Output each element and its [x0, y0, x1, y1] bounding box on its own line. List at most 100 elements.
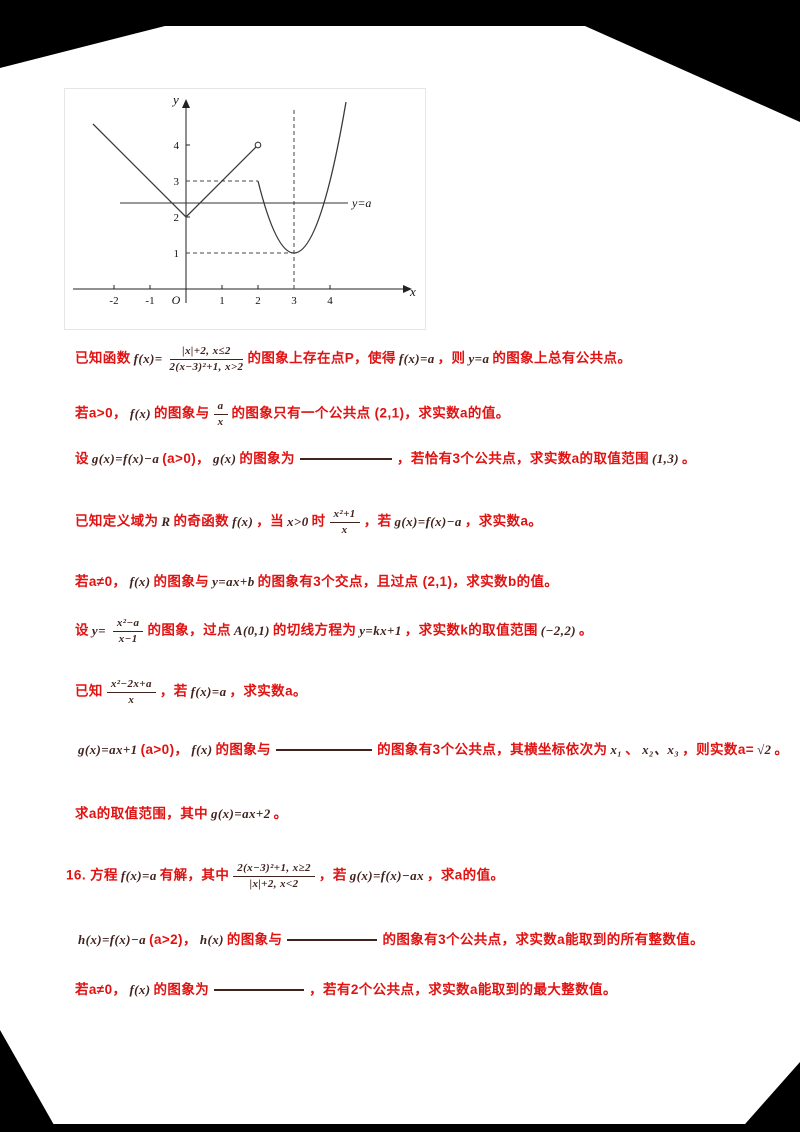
origin-label: O: [172, 293, 181, 307]
text-run: ，求实数a。: [229, 683, 307, 699]
inline-formula: f(x)=: [133, 350, 163, 366]
inline-fraction: x²−2x+a x: [106, 678, 156, 706]
x-tick-label: -1: [145, 295, 154, 307]
text-run: 若a>0，: [75, 405, 127, 421]
line-y-equals-a-label: y=a: [351, 196, 371, 210]
text-run: ，当: [256, 513, 284, 529]
problem-line-3: 设 g(x)=f(x)−a (a>0)， g(x) 的图象为 ，若恰有3个公共点，求实数a…: [75, 447, 696, 467]
text-run: 。: [774, 742, 789, 757]
inline-formula: (1,3): [652, 451, 679, 466]
text-run: 的图象，过点: [147, 622, 231, 638]
text-run: (a>2)，: [149, 932, 197, 947]
inline-formula: y=ax+b: [212, 574, 255, 589]
formula-rule: [299, 458, 392, 460]
inline-formula: g(x)=ax+2: [211, 806, 271, 821]
text-run: 的图象上存在点P，使得: [247, 350, 396, 366]
text-run: 。: [273, 806, 288, 821]
inline-formula: x₁: [610, 742, 623, 757]
text-run: 。: [578, 622, 593, 638]
text-run: 的奇函数: [173, 513, 230, 529]
problem-line-4: 已知定义域为 R 的奇函数 f(x) ，当 x>0 时 x²+1 x ，若 g(x)=f(x)−a，…: [75, 508, 542, 536]
curve-parabola-branch: [257, 101, 347, 254]
inline-fraction: |x|+2, x≤2 2(x−3)²+1, x>2: [169, 345, 244, 373]
inline-formula: g(x): [213, 451, 237, 466]
inline-formula: f(x): [129, 574, 151, 589]
problem-line-10: 16. 方程 f(x)=a 有解，其中 2(x−3)²+1, x≥2 |x|+2, x<…: [66, 862, 504, 890]
inline-formula: A(0,1): [233, 622, 270, 638]
problem-line-7: 已知 x²−2x+a x ，若 f(x)=a ，求实数a。: [75, 678, 307, 706]
text-run: ，若: [159, 683, 188, 699]
inline-formula: y=: [91, 622, 106, 638]
formula-rule: [214, 989, 305, 991]
inline-formula: h(x): [199, 932, 224, 947]
text-run: 已知定义域为: [75, 513, 159, 529]
inline-formula: x₂、x₃: [642, 742, 680, 757]
inline-formula: f(x): [191, 742, 213, 757]
inline-formula: f(x)=a: [120, 867, 157, 883]
inline-formula: h(x)=f(x)−a: [78, 932, 147, 947]
text-run: 设: [75, 451, 89, 466]
text-run: ，若恰有3个公共点，求实数a的取值范围: [396, 451, 650, 466]
text-run: 若a≠0，: [75, 574, 127, 589]
inline-formula: f(x): [232, 513, 254, 529]
text-run: 的图象为: [239, 451, 295, 466]
problem-line-12: 若a≠0， f(x) 的图象为 ，若有2个公共点，求实数a能取到的最大整数值。: [75, 978, 617, 998]
x-tick-label: 4: [327, 295, 333, 307]
inline-formula: g(x)=f(x)−a: [91, 451, 160, 466]
inline-formula: y=kx+1: [359, 622, 402, 638]
text-run: 16. 方程: [66, 867, 118, 883]
text-run: 、: [625, 742, 640, 757]
text-run: 的图象有3个公共点，其横坐标依次为: [377, 742, 608, 757]
problem-line-2: 若a>0， f(x) 的图象与 a x 的图象只有一个公共点 (2,1)，求实数a的值。: [75, 400, 510, 428]
inline-fraction: x²−a x−1: [112, 617, 144, 645]
inline-formula: f(x): [129, 982, 151, 997]
x-axis-arrow-icon: [403, 285, 412, 293]
inline-formula: f(x)=a: [398, 350, 435, 366]
text-run: 的图象与: [226, 932, 283, 947]
y-tick-label: 4: [174, 140, 180, 152]
x-tick-label: -2: [109, 295, 118, 307]
text-run: 的图象上总有公共点。: [492, 350, 632, 366]
text-run: ，则实数a=: [682, 742, 755, 757]
text-run: ，求实数k的取值范围: [404, 622, 538, 638]
x-tick-label: 1: [219, 295, 225, 307]
text-run: ，若: [363, 513, 392, 529]
inline-formula: f(x): [129, 405, 151, 421]
text-run: ，求a的值。: [426, 867, 505, 883]
text-run: ，求实数a。: [464, 513, 543, 529]
inline-formula: R: [161, 513, 171, 529]
text-run: 若a≠0，: [75, 982, 127, 997]
text-run: 已知函数: [75, 350, 131, 366]
inline-formula: √2: [757, 742, 772, 757]
text-run: 的图象有3个交点，且过点 (2,1)，求实数b的值。: [257, 574, 559, 589]
problem-line-1: 已知函数 f(x)= |x|+2, x≤2 2(x−3)²+1, x>2 的图象上存在点…: [75, 345, 631, 373]
text-run: 时: [311, 513, 326, 529]
text-run: 的图象为: [153, 982, 210, 997]
text-run: 求a的取值范围，其中: [75, 806, 209, 821]
graph-canvas: x y O -2 -1 1 2 3 4: [73, 92, 416, 307]
text-run: 已知: [75, 683, 103, 699]
inline-formula: y=a: [468, 350, 490, 366]
function-graph: x y O -2 -1 1 2 3 4: [64, 88, 426, 330]
inline-fraction: x²+1 x: [329, 508, 360, 536]
x-tick-label: 3: [291, 295, 297, 307]
problem-line-8: g(x)=ax+1 (a>0)， f(x) 的图象与 的图象有3个公共点，其横坐标依次为…: [75, 738, 788, 758]
text-run: 的图象与: [154, 405, 210, 421]
formula-rule: [287, 939, 378, 941]
text-run: ，若有2个公共点，求实数a能取到的最大整数值。: [309, 982, 617, 997]
inline-formula: (−2,2): [540, 622, 576, 638]
inline-formula: g(x)=f(x)−a: [394, 513, 462, 529]
text-run: 设: [75, 622, 89, 638]
text-run: 的图象与: [153, 574, 210, 589]
text-run: 的图象只有一个公共点 (2,1)，求实数a的值。: [231, 405, 510, 421]
text-run: 。: [681, 451, 696, 466]
y-axis-label: y: [171, 92, 179, 107]
problem-line-6: 设 y= x²−a x−1 的图象，过点 A(0,1) 的切线方程为 y=kx+1 ，求实数k的…: [75, 617, 593, 645]
y-tick-label: 2: [174, 212, 180, 224]
inline-formula: g(x)=ax+1: [78, 742, 138, 757]
text-run: ，则: [437, 350, 466, 366]
y-tick-label: 3: [174, 176, 180, 188]
